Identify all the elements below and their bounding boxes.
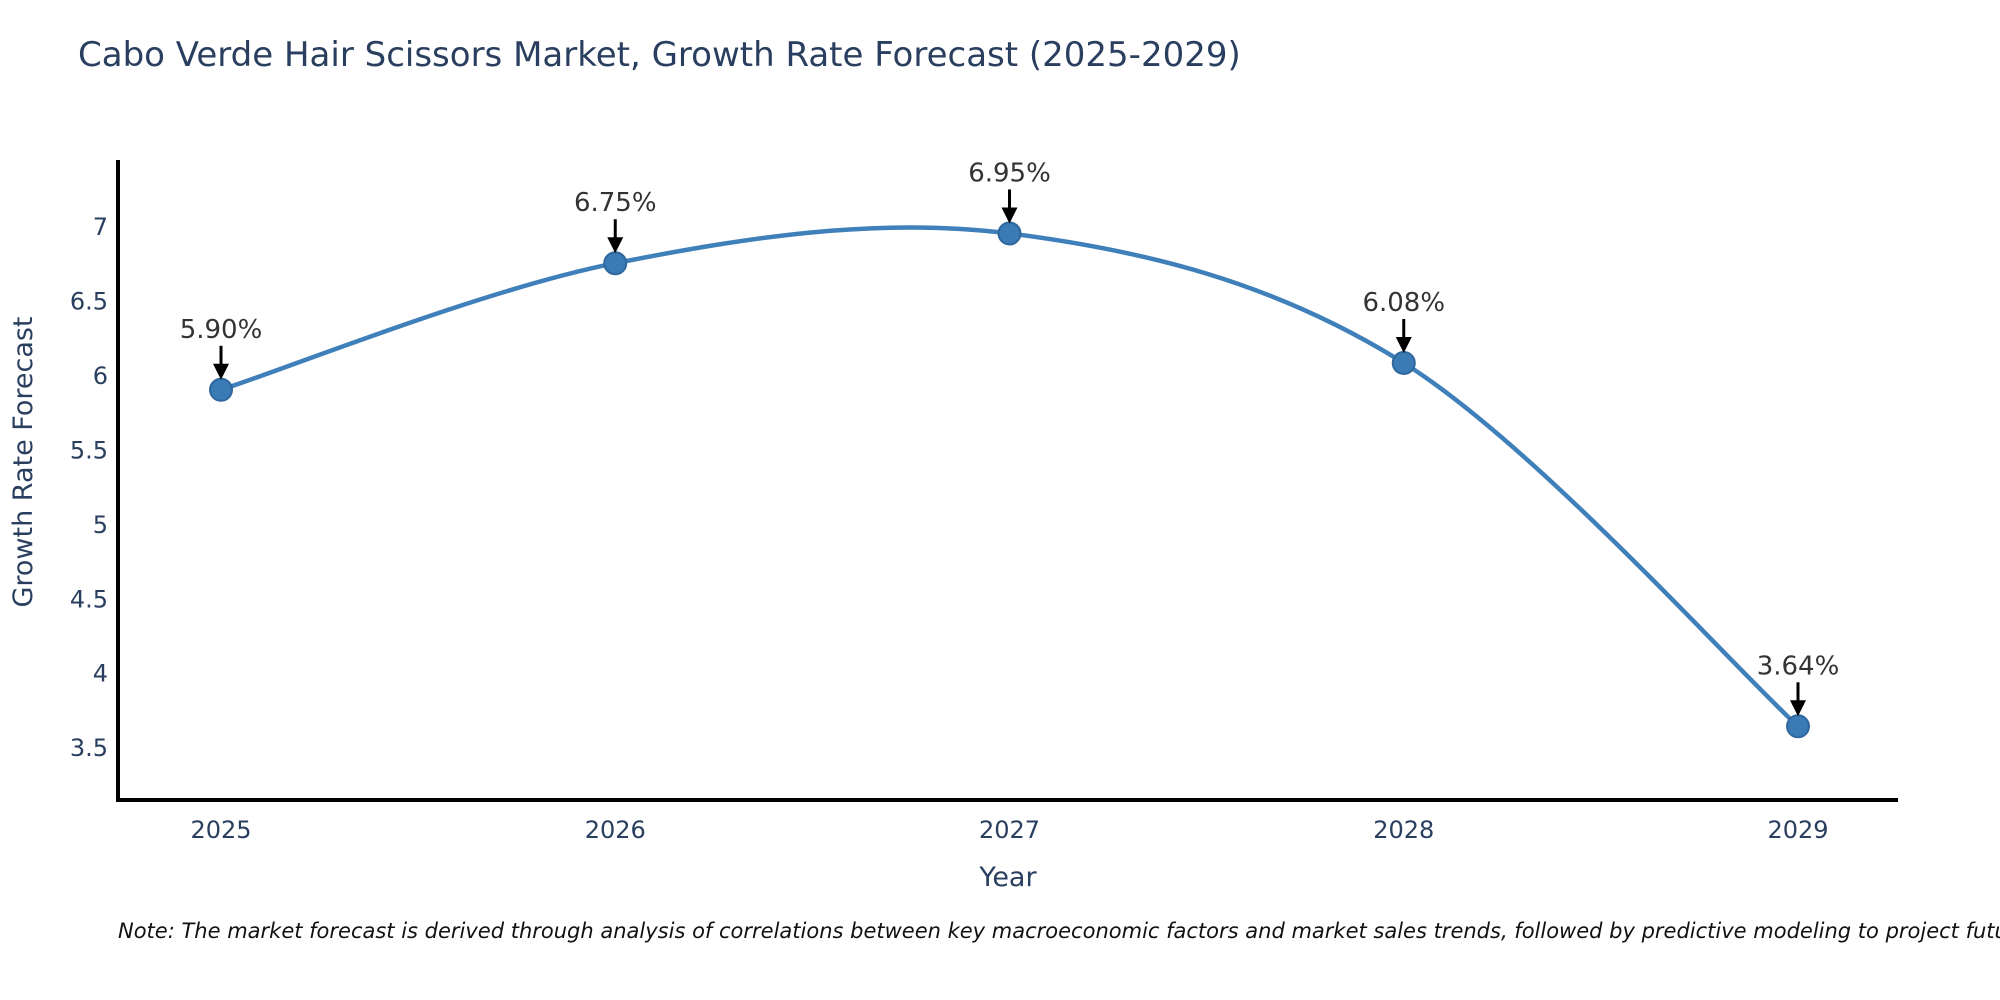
y-tick-label: 7 xyxy=(93,213,108,241)
y-tick-label: 6.5 xyxy=(70,287,108,315)
data-point-marker xyxy=(603,251,628,276)
x-axis-ticks: 2025 2026 2027 2028 2029 xyxy=(190,816,1828,844)
y-tick-label: 3.5 xyxy=(70,734,108,762)
x-tick-label: 2028 xyxy=(1373,816,1434,844)
point-value-label: 6.08% xyxy=(1362,288,1445,318)
y-tick-label: 5.5 xyxy=(70,436,108,464)
annotation-arrowhead-icon xyxy=(213,363,229,380)
y-tick-label: 4.5 xyxy=(70,585,108,613)
x-axis-title: Year xyxy=(978,862,1037,893)
chart-title: Cabo Verde Hair Scissors Market, Growth … xyxy=(78,35,1241,75)
data-point-marker xyxy=(1391,350,1416,375)
point-value-label: 6.95% xyxy=(968,158,1051,188)
point-value-label: 3.64% xyxy=(1757,651,1840,681)
x-tick-label: 2027 xyxy=(979,816,1040,844)
x-tick-label: 2029 xyxy=(1767,816,1828,844)
data-point-marker xyxy=(997,221,1022,246)
y-tick-label: 6 xyxy=(93,362,108,390)
footnote: Note: The market forecast is derived thr… xyxy=(118,919,2000,943)
annotation-arrowhead-icon xyxy=(1001,207,1018,224)
annotation-arrowhead-icon xyxy=(607,237,624,254)
y-axis-title: Growth Rate Forecast xyxy=(8,316,39,607)
point-value-label: 5.90% xyxy=(180,315,263,345)
annotation-arrowhead-icon xyxy=(1790,700,1806,717)
point-value-label: 6.75% xyxy=(574,188,657,218)
line-series xyxy=(209,221,1810,739)
annotation-arrowhead-icon xyxy=(1395,336,1412,353)
forecast-spline xyxy=(218,225,1801,729)
data-point-marker xyxy=(1786,714,1810,739)
y-tick-label: 4 xyxy=(93,660,108,688)
x-tick-label: 2026 xyxy=(585,816,646,844)
x-tick-label: 2025 xyxy=(190,816,251,844)
point-annotations: 5.90% 6.75% 6.95% 6.08% 3.64% xyxy=(180,158,1840,717)
data-point-marker xyxy=(209,377,233,402)
y-tick-label: 5 xyxy=(93,511,108,539)
y-axis-ticks: 3.5 4 4.5 5 5.5 6 6.5 7 xyxy=(70,213,108,762)
